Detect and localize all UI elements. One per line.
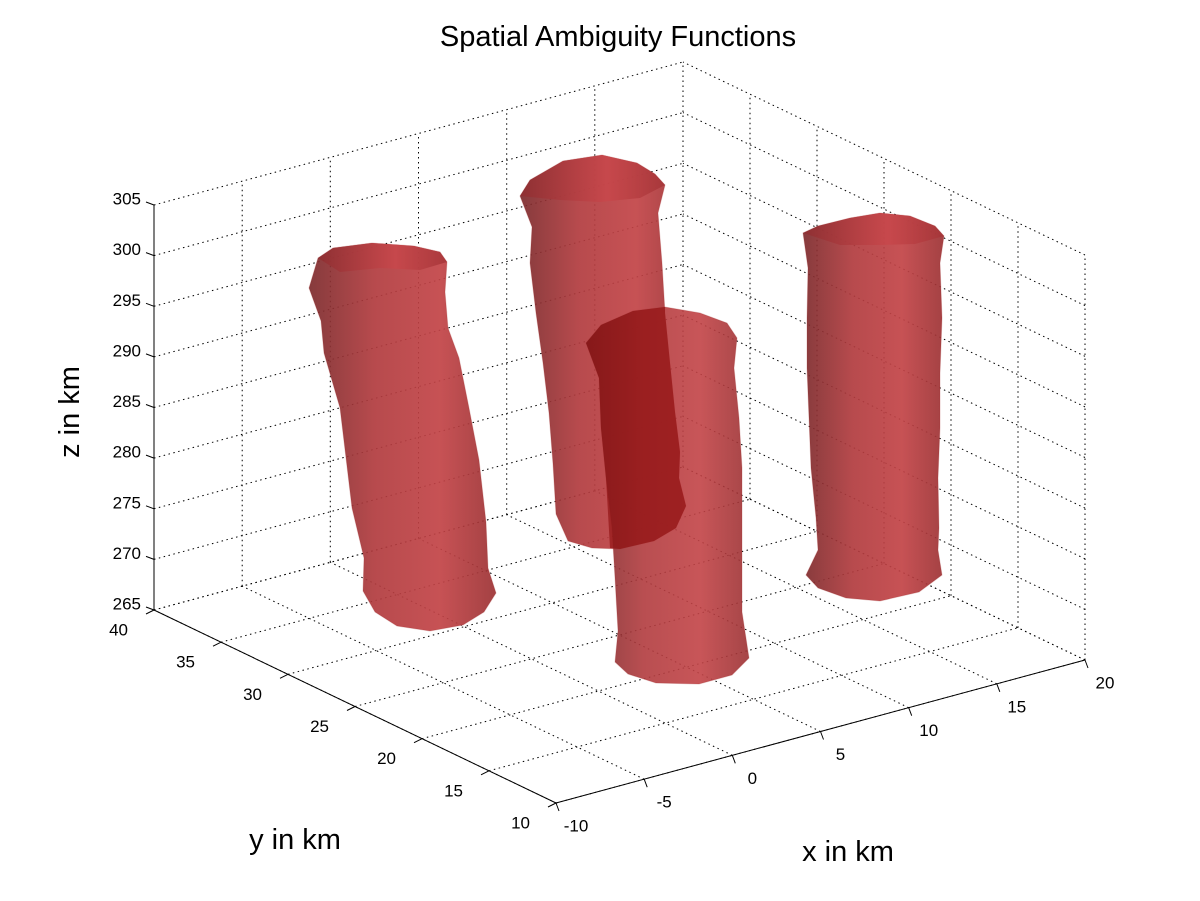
chart-title: Spatial Ambiguity Functions [440, 21, 796, 53]
y-tick [547, 802, 557, 808]
x-tick-label: -5 [657, 793, 672, 812]
ambiguity-surface [802, 212, 945, 602]
grid-line [153, 264, 684, 408]
z-tick [145, 404, 155, 408]
ambiguity-surface-overlap [586, 307, 686, 549]
grid-line [153, 61, 684, 206]
y-tick [279, 673, 289, 679]
grid-line [153, 365, 684, 510]
ambiguity-surfaces [308, 154, 945, 685]
y-tick-label: 40 [109, 620, 128, 639]
y-tick [346, 706, 356, 711]
x-tick [996, 683, 1001, 692]
grid-line [354, 563, 885, 707]
grid-line [153, 213, 684, 358]
grid-line [287, 530, 818, 675]
z-tick [145, 454, 155, 459]
grid-line [153, 162, 684, 307]
y-axis-label: y in km [249, 824, 341, 856]
z-axis-label: z in km [54, 366, 86, 458]
grid-line [153, 415, 684, 560]
x-tick [908, 707, 913, 716]
x-tick [731, 755, 736, 764]
z-tick [145, 505, 155, 510]
x-tick [820, 731, 824, 740]
ambiguity-surface-cap [803, 213, 944, 245]
grid-line [488, 627, 1019, 772]
y-tick-label: 35 [176, 653, 195, 672]
z-tick-label: 280 [113, 443, 141, 462]
z-tick-label: 305 [113, 189, 141, 208]
y-tick-label: 15 [444, 781, 463, 800]
ambiguity-surface-cap [318, 243, 447, 272]
ambiguity-surface-cap [520, 155, 665, 202]
z-tick-label: 270 [113, 544, 141, 563]
z-tick [145, 606, 155, 611]
y-tick-label: 10 [511, 813, 530, 832]
z-tick [145, 252, 155, 257]
z-tick-label: 300 [113, 240, 141, 259]
grid-line [220, 498, 751, 643]
y-tick [212, 641, 222, 647]
grid-line [153, 466, 684, 611]
x-axis-label: x in km [802, 836, 894, 868]
y-tick [413, 738, 423, 744]
y-tick-label: 20 [377, 749, 396, 768]
y-tick [480, 770, 490, 776]
z-tick-label: 285 [113, 392, 141, 411]
x-tick-label: 0 [748, 769, 757, 788]
z-tick [145, 302, 155, 307]
x-tick-label: 15 [1007, 697, 1026, 716]
z-tick-label: 290 [113, 341, 141, 360]
x-tick-label: 20 [1096, 673, 1115, 692]
y-tick [145, 609, 155, 615]
x-tick-label: 10 [919, 721, 938, 740]
z-tick [145, 555, 155, 560]
grid-line [153, 314, 684, 459]
x-tick-label: -10 [564, 816, 589, 835]
y-tick-label: 30 [243, 685, 262, 704]
x-tick-label: 5 [836, 745, 845, 764]
x-tick [643, 779, 648, 788]
x-tick [1084, 659, 1089, 669]
grid-line [421, 595, 952, 740]
z-tick [145, 353, 155, 358]
z-tick-label: 265 [113, 594, 141, 613]
grid-line [153, 112, 684, 257]
axes [145, 201, 1089, 812]
tick-labels: -10 -5 0 5 10 15 20 10 15 20 25 30 35 40 265 270 275 280 2… [109, 189, 1114, 835]
x-tick [555, 802, 560, 812]
z-tick-label: 295 [113, 291, 141, 310]
y-tick-label: 25 [310, 717, 329, 736]
z-tick-label: 275 [113, 493, 141, 512]
ambiguity-surface [308, 242, 497, 632]
z-tick [145, 201, 155, 206]
grid-lines [153, 61, 1086, 804]
